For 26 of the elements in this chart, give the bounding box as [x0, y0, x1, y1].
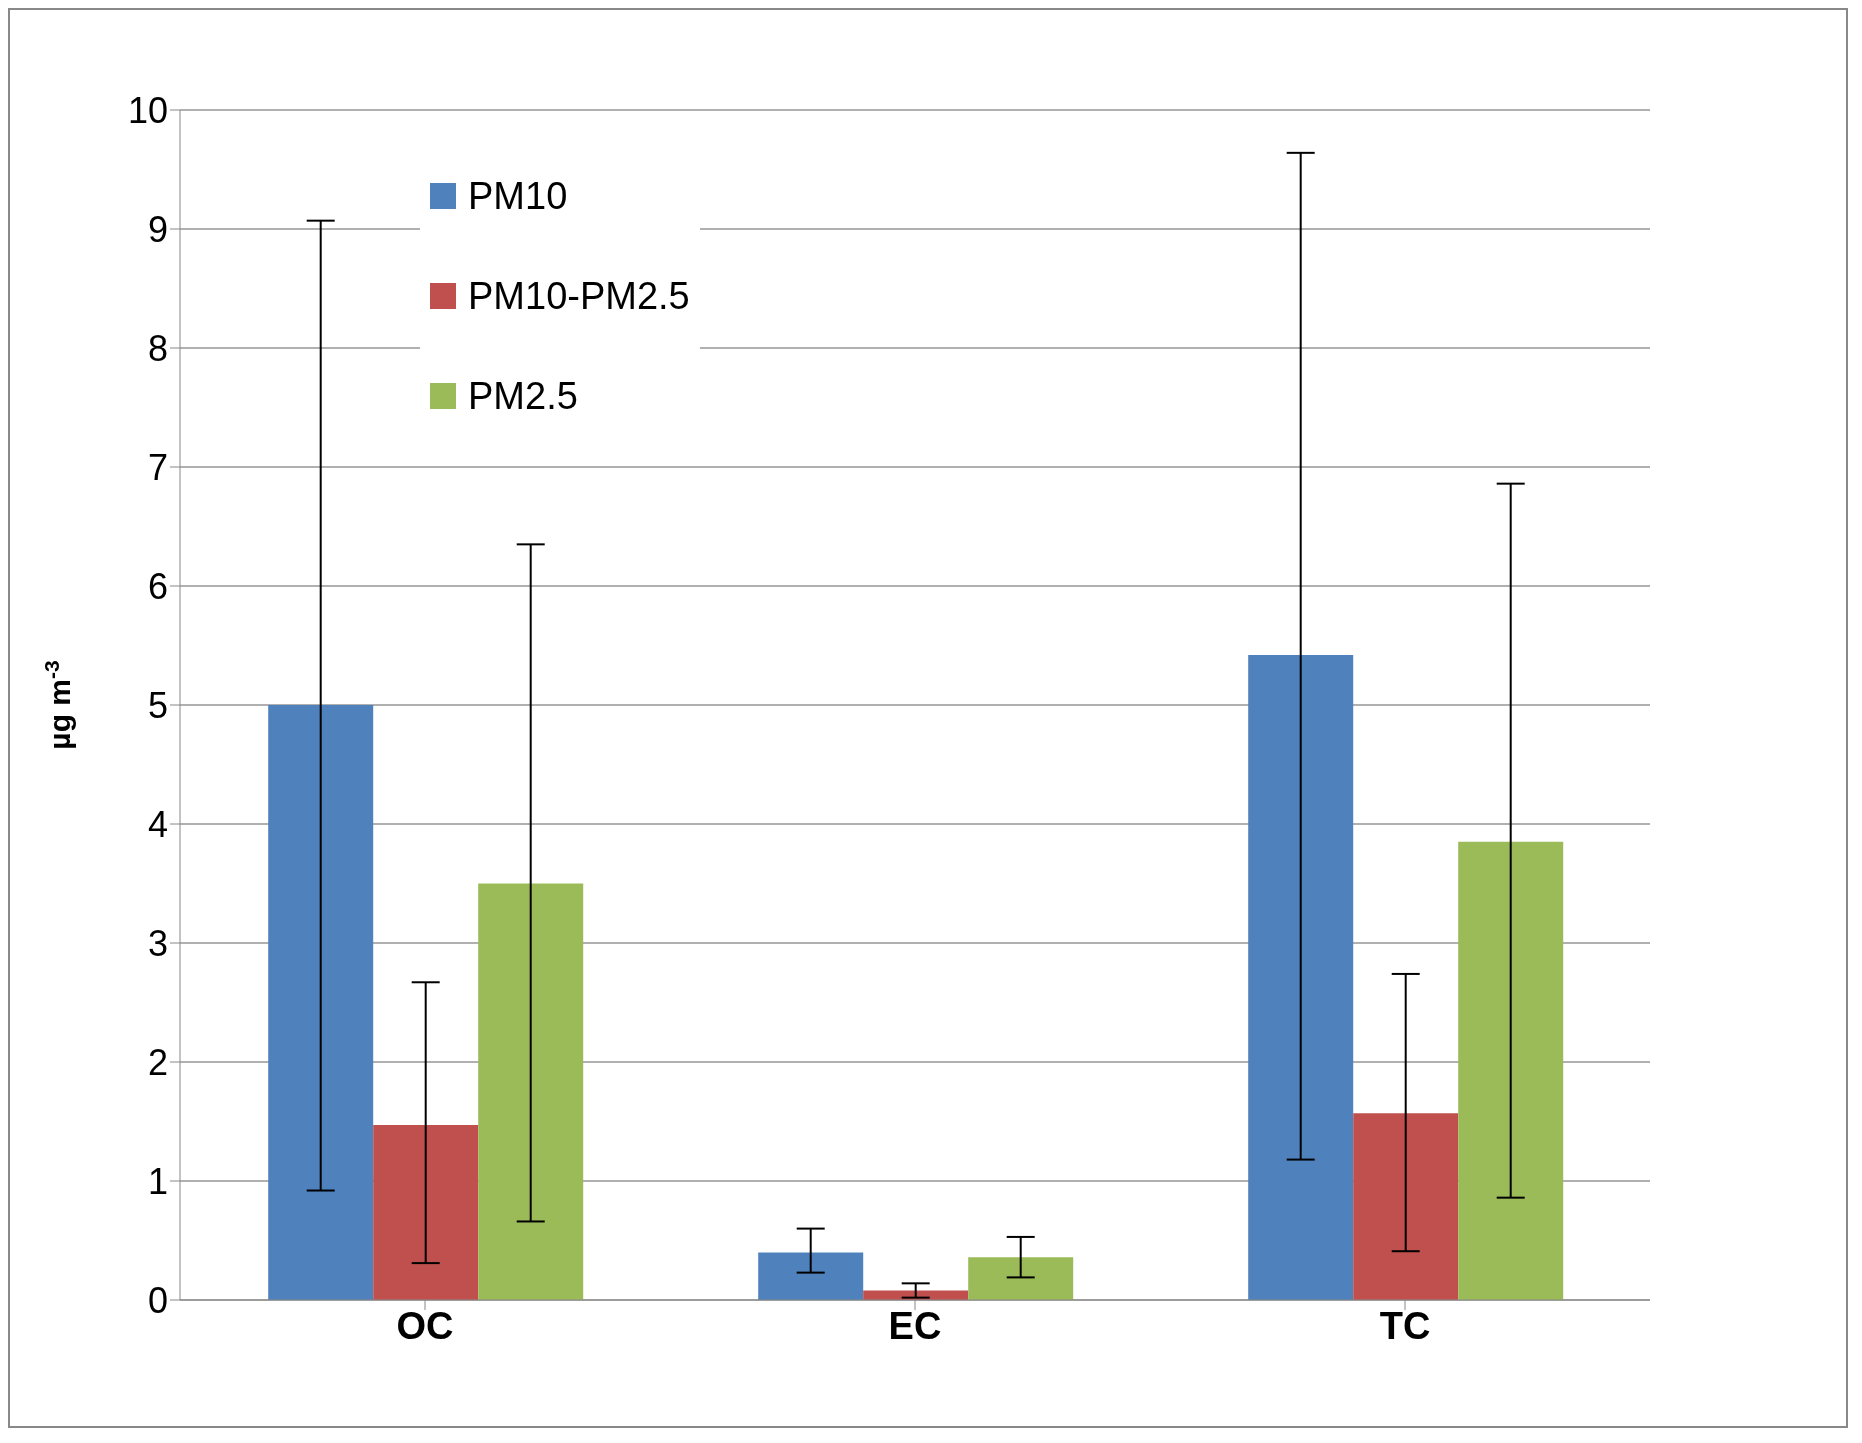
y-tick-label: 0 [147, 1279, 168, 1321]
bar [478, 883, 584, 1300]
bar [373, 1125, 479, 1300]
y-tick-label: 9 [147, 208, 168, 250]
bar [758, 1252, 864, 1300]
y-tick-label: 8 [147, 327, 168, 369]
x-tick-label: OC [396, 1304, 454, 1347]
y-tick-label: 3 [147, 922, 168, 964]
y-tick-label: 10 [127, 89, 168, 131]
bar [1353, 1113, 1459, 1300]
bar [1248, 655, 1354, 1300]
x-tick-label: TC [1379, 1304, 1431, 1347]
bar [968, 1257, 1074, 1300]
bar [268, 705, 374, 1300]
y-tick-label: 2 [147, 1041, 168, 1083]
legend-label: PM10 [468, 174, 568, 218]
y-tick-label: 7 [147, 446, 168, 488]
bar [863, 1290, 969, 1300]
y-tick-label: 5 [147, 684, 168, 726]
x-tick-label: EC [888, 1304, 942, 1347]
legend-label: PM10-PM2.5 [468, 274, 690, 318]
y-tick-label: 6 [147, 565, 168, 607]
y-tick-label: 4 [147, 803, 168, 845]
y-tick-label: 1 [147, 1160, 168, 1202]
legend-label: PM2.5 [468, 374, 578, 418]
bar [1458, 841, 1564, 1300]
